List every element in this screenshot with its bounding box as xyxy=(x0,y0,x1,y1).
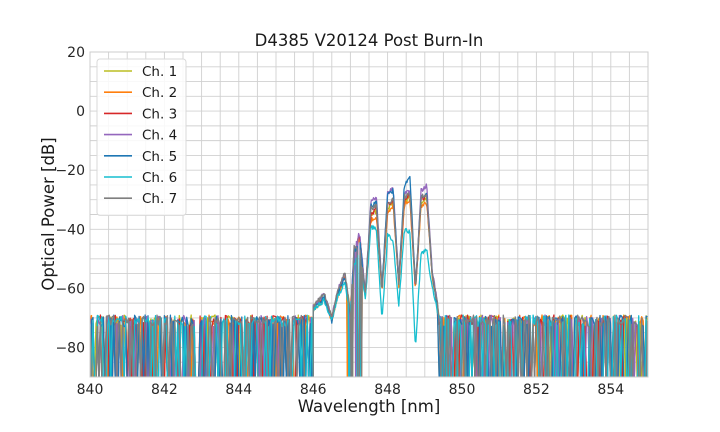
x-axis-label: Wavelength [nm] xyxy=(298,397,441,416)
legend-label: Ch. 5 xyxy=(142,149,177,165)
y-tick-label: −40 xyxy=(55,222,85,238)
y-tick-label: 20 xyxy=(67,45,85,61)
x-tick-label: 844 xyxy=(225,382,252,398)
x-tick-label: 850 xyxy=(449,382,476,398)
legend-label: Ch. 1 xyxy=(142,64,177,80)
x-tick-label: 842 xyxy=(151,382,178,398)
x-tick-label: 848 xyxy=(374,382,401,398)
y-tick-label: −80 xyxy=(55,340,85,356)
y-tick-label: −20 xyxy=(55,163,85,179)
series-line-ch7 xyxy=(90,192,648,377)
x-tick-label: 846 xyxy=(300,382,327,398)
legend-label: Ch. 6 xyxy=(142,170,177,186)
y-tick-label: 0 xyxy=(76,104,85,120)
y-axis-label: Optical Power [dB] xyxy=(39,137,58,290)
legend-label: Ch. 4 xyxy=(142,128,177,144)
series-group xyxy=(90,175,648,377)
legend-label: Ch. 3 xyxy=(142,106,177,122)
series-line-ch3 xyxy=(90,192,648,377)
series-line-ch5 xyxy=(90,175,648,377)
plot-frame xyxy=(89,51,649,378)
y-tick-label: −60 xyxy=(55,281,85,297)
legend: Ch. 1 Ch. 2 Ch. 3 Ch. 4 Ch. 5 Ch. 6 Ch. 7 xyxy=(96,58,187,216)
series-line-ch6 xyxy=(90,224,648,377)
x-tick-label: 840 xyxy=(77,382,104,398)
x-tick-label: 854 xyxy=(597,382,624,398)
legend-label: Ch. 2 xyxy=(142,85,177,101)
tick-labels: 840 842 844 846 848 850 852 854 20 0 −20 −40 −60 −80 xyxy=(55,45,624,398)
x-tick-label: 852 xyxy=(523,382,550,398)
chart-title: D4385 V20124 Post Burn-In xyxy=(255,31,484,50)
legend-label: Ch. 7 xyxy=(142,191,177,207)
